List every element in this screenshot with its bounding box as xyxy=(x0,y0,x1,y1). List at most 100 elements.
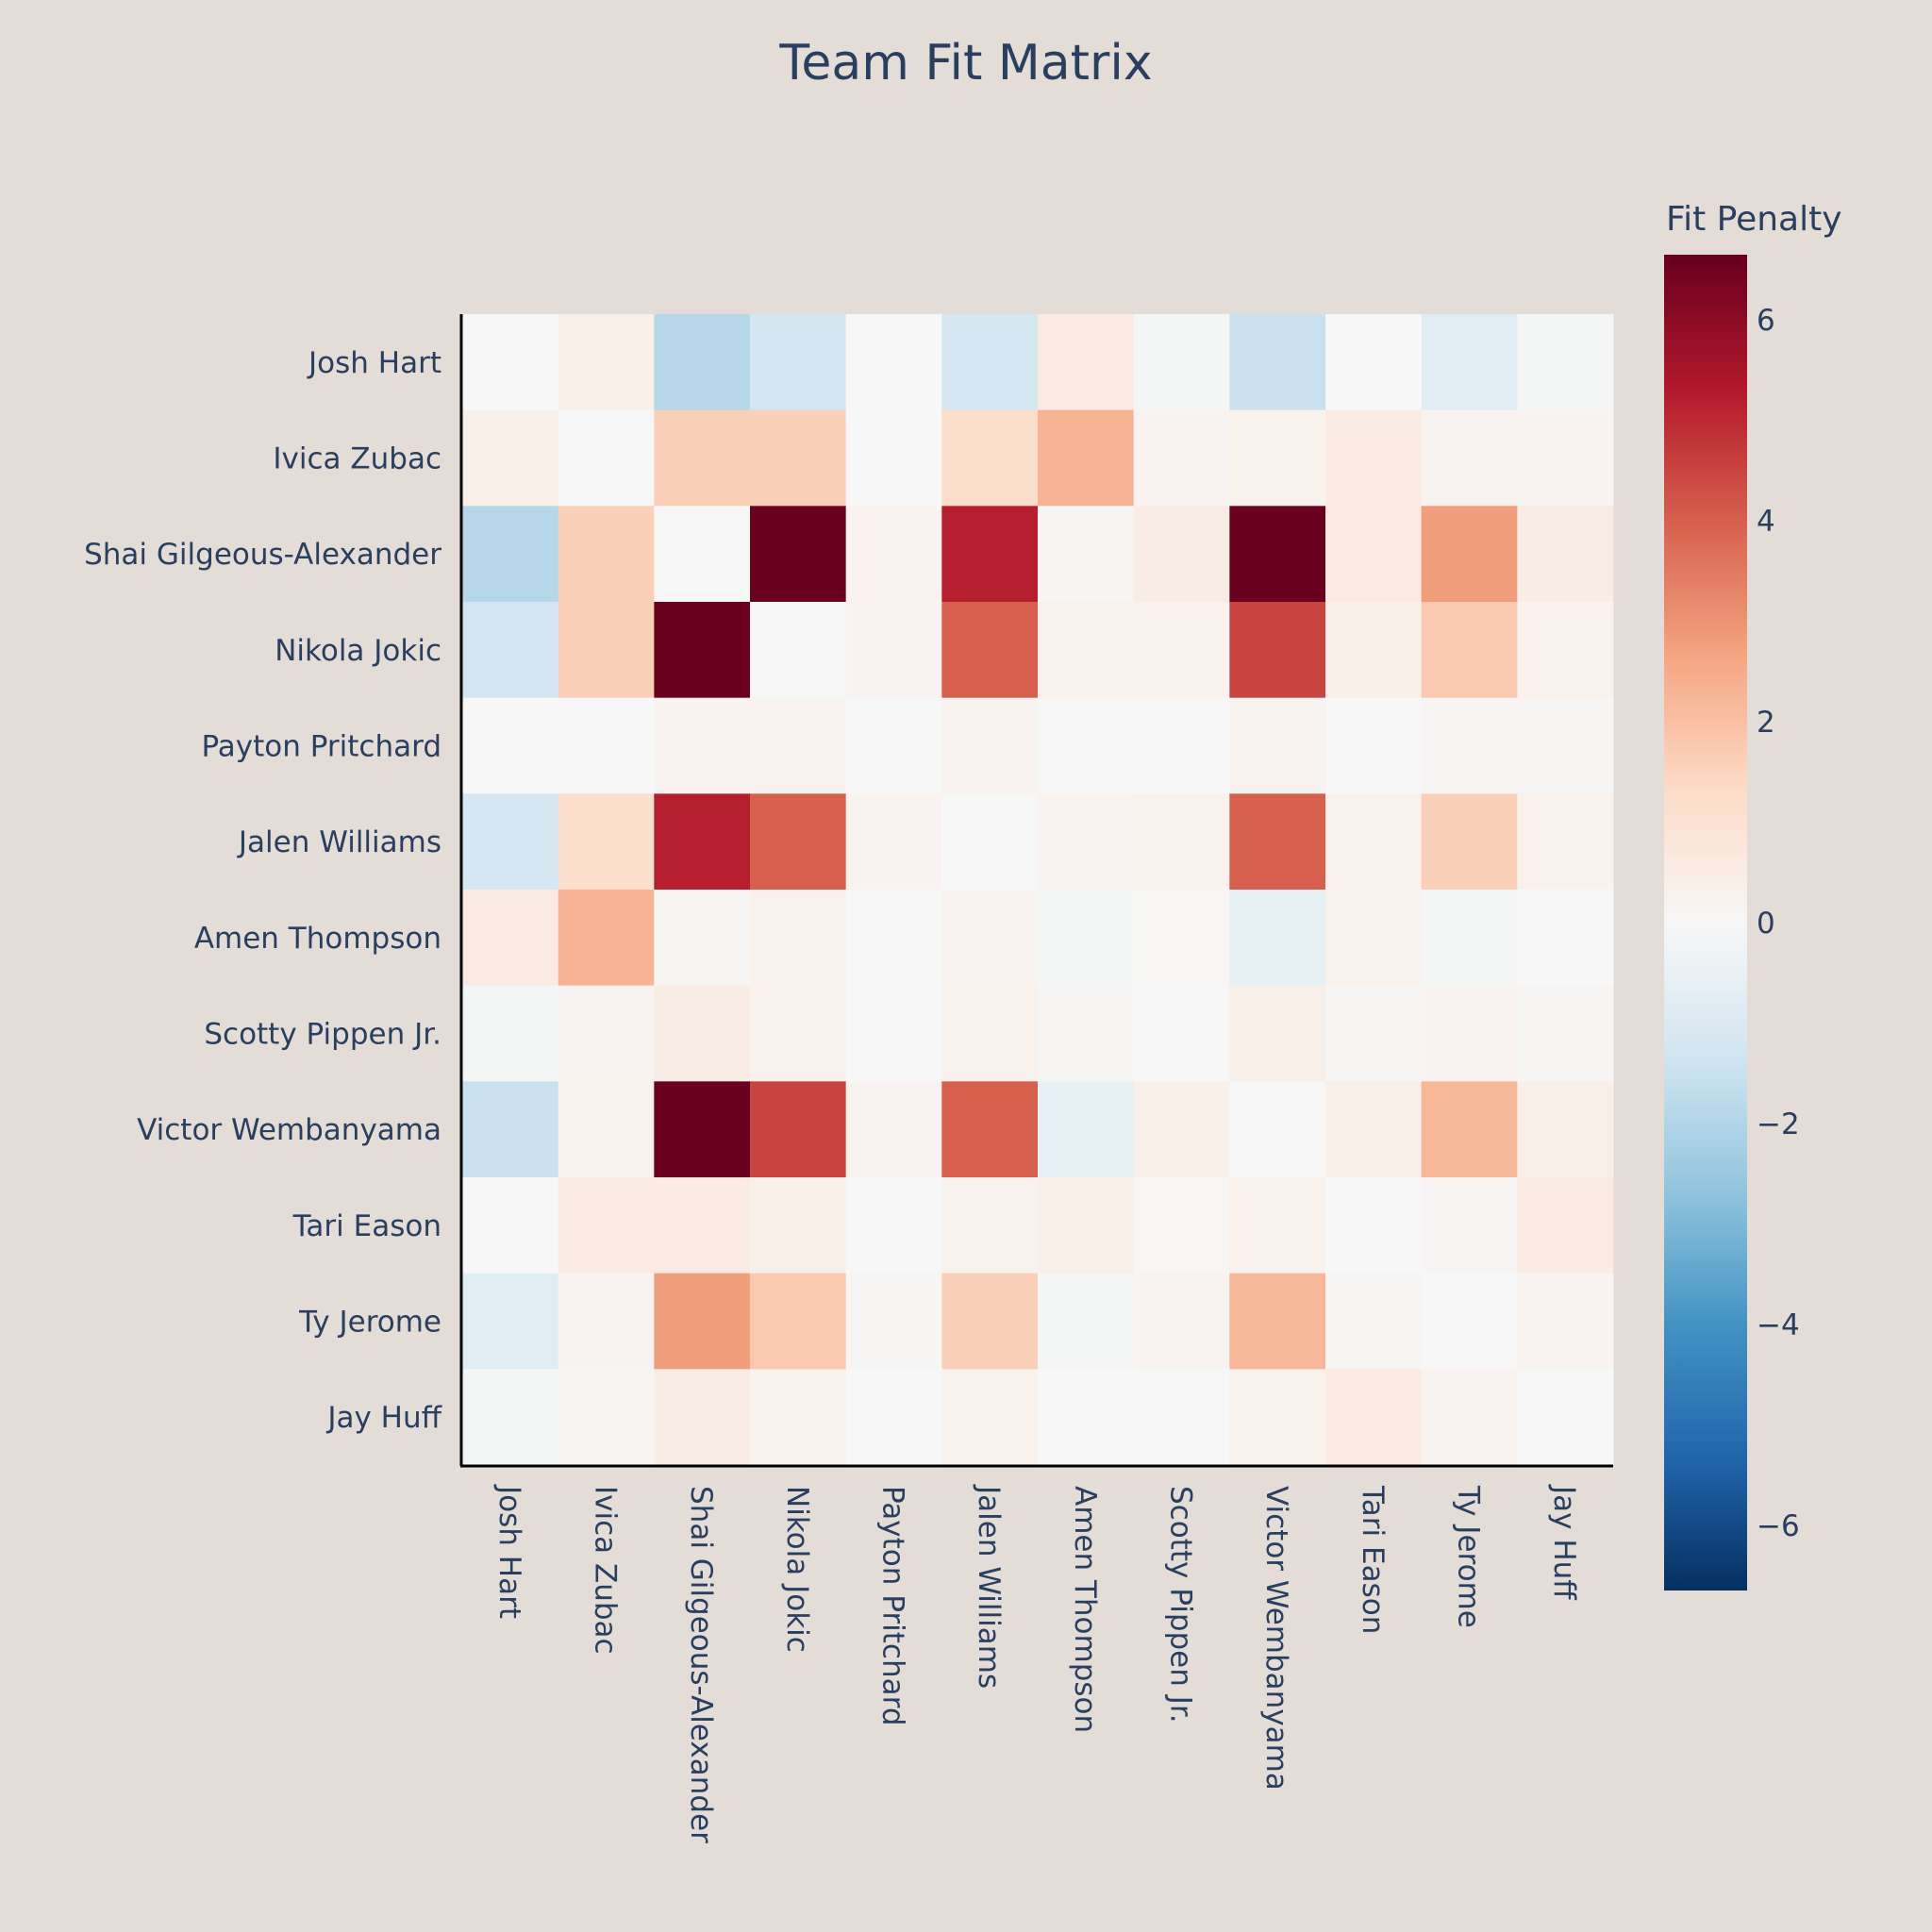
heatmap-cell xyxy=(1421,602,1518,699)
heatmap-cell xyxy=(1133,602,1230,699)
heatmap-cell xyxy=(1038,890,1135,987)
y-tick-label: Tari Eason xyxy=(292,1209,441,1243)
heatmap-cell xyxy=(1038,697,1135,794)
heatmap-cell xyxy=(1421,985,1518,1082)
heatmap-cell xyxy=(1517,506,1614,603)
heatmap-cell xyxy=(1229,1177,1326,1274)
heatmap-cell xyxy=(750,890,847,987)
colorbar-tick-label: 0 xyxy=(1757,907,1775,941)
heatmap-cell xyxy=(462,697,559,794)
colorbar-title: Fit Penalty xyxy=(1666,200,1842,239)
heatmap-cell xyxy=(1421,409,1518,507)
heatmap-cell xyxy=(750,314,847,411)
heatmap-cell xyxy=(654,697,751,794)
heatmap-cell xyxy=(1133,890,1230,987)
heatmap-cell xyxy=(654,314,751,411)
heatmap-cell xyxy=(462,985,559,1082)
heatmap-cell xyxy=(654,890,751,987)
y-axis-tick-labels: Josh Hart Ivica Zubac Shai Gilgeous-Alexan… xyxy=(84,346,442,1435)
heatmap-cell xyxy=(1325,314,1423,411)
heatmap-cell xyxy=(1038,1273,1135,1370)
heatmap-cell xyxy=(654,1081,751,1178)
heatmap-cell xyxy=(1517,890,1614,987)
colorbar-tick-label: 4 xyxy=(1757,505,1775,539)
heatmap-cell xyxy=(1133,1369,1230,1466)
heatmap-cell xyxy=(1517,1081,1614,1178)
heatmap-cell xyxy=(941,1081,1039,1178)
y-tick-label: Ivica Zubac xyxy=(273,442,441,476)
heatmap-cell xyxy=(1229,697,1326,794)
heatmap-cell xyxy=(1038,1177,1135,1274)
heatmap-cell xyxy=(1133,985,1230,1082)
heatmap-cell xyxy=(1229,985,1326,1082)
colorbar-tick-labels: 6 4 2 0 −2 −4 −6 xyxy=(1757,304,1800,1543)
heatmap-cell xyxy=(1133,1177,1230,1274)
heatmap-cell xyxy=(1325,1177,1423,1274)
heatmap-cell xyxy=(1325,506,1423,603)
heatmap-cell xyxy=(1517,602,1614,699)
heatmap-cell xyxy=(1133,697,1230,794)
y-tick-label: Nikola Jokic xyxy=(275,634,441,668)
heatmap-cell xyxy=(845,1081,942,1178)
heatmap-cell xyxy=(1421,793,1518,891)
heatmap-cell xyxy=(558,1273,655,1370)
colorbar-tick-label: 2 xyxy=(1757,706,1775,740)
heatmap-cell xyxy=(941,506,1039,603)
heatmap-cell xyxy=(845,697,942,794)
heatmap-cell xyxy=(558,985,655,1082)
y-tick-label: Jalen Williams xyxy=(237,825,441,859)
heatmap-cell xyxy=(845,1273,942,1370)
heatmap-cell xyxy=(462,1177,559,1274)
colorbar xyxy=(1664,255,1747,1591)
heatmap-cell xyxy=(462,602,559,699)
heatmap-cell xyxy=(654,793,751,891)
heatmap-cell xyxy=(654,602,751,699)
x-tick-label: Ivica Zubac xyxy=(589,1486,623,1655)
heatmap-cell xyxy=(1421,890,1518,987)
heatmap-cell xyxy=(462,1369,559,1466)
heatmap-cell xyxy=(1325,1273,1423,1370)
heatmap-cell xyxy=(462,314,559,411)
heatmap-cell xyxy=(462,409,559,507)
heatmap-cell xyxy=(1038,793,1135,891)
heatmap-cell xyxy=(845,506,942,603)
y-tick-label: Amen Thompson xyxy=(194,922,441,956)
heatmap-cell xyxy=(462,890,559,987)
colorbar-tick-label: −4 xyxy=(1757,1308,1800,1342)
y-tick-label: Ty Jerome xyxy=(298,1306,441,1340)
heatmap-cell xyxy=(1038,985,1135,1082)
heatmap-cell xyxy=(1421,1177,1518,1274)
heatmap-cell xyxy=(558,697,655,794)
colorbar-tick-label: −2 xyxy=(1757,1108,1800,1141)
heatmap-cell xyxy=(1517,1273,1614,1370)
x-axis-tick-labels: Josh Hart Ivica Zubac Shai Gilgeous-Alexan… xyxy=(492,1484,1581,1843)
heatmap-cell xyxy=(558,1081,655,1178)
heatmap-cell xyxy=(1325,793,1423,891)
x-tick-label: Jay Huff xyxy=(1547,1484,1581,1600)
y-tick-label: Victor Wembanyama xyxy=(137,1113,441,1147)
heatmap-cell xyxy=(1133,314,1230,411)
heatmap-cell xyxy=(558,890,655,987)
heatmap-cell xyxy=(558,602,655,699)
heatmap-cell xyxy=(1229,1369,1326,1466)
heatmap-cell xyxy=(1517,985,1614,1082)
heatmap-cell xyxy=(1517,793,1614,891)
y-tick-label: Scotty Pippen Jr. xyxy=(204,1018,441,1052)
heatmap-cell xyxy=(1229,1081,1326,1178)
heatmap-cell xyxy=(750,506,847,603)
heatmap-cell xyxy=(1038,602,1135,699)
heatmap-cell xyxy=(845,602,942,699)
x-tick-label: Scotty Pippen Jr. xyxy=(1164,1486,1198,1724)
heatmap-cell xyxy=(1517,314,1614,411)
heatmap-cell xyxy=(1229,409,1326,507)
heatmap-cell xyxy=(845,314,942,411)
colorbar-tick-label: −6 xyxy=(1757,1509,1800,1543)
heatmap-cell xyxy=(1517,1369,1614,1466)
heatmap-cell xyxy=(1133,409,1230,507)
heatmap-cell xyxy=(558,314,655,411)
heatmap-cell xyxy=(1517,1177,1614,1274)
heatmap-cell xyxy=(654,409,751,507)
heatmap-cell xyxy=(1038,1369,1135,1466)
heatmap-cell xyxy=(941,1369,1039,1466)
